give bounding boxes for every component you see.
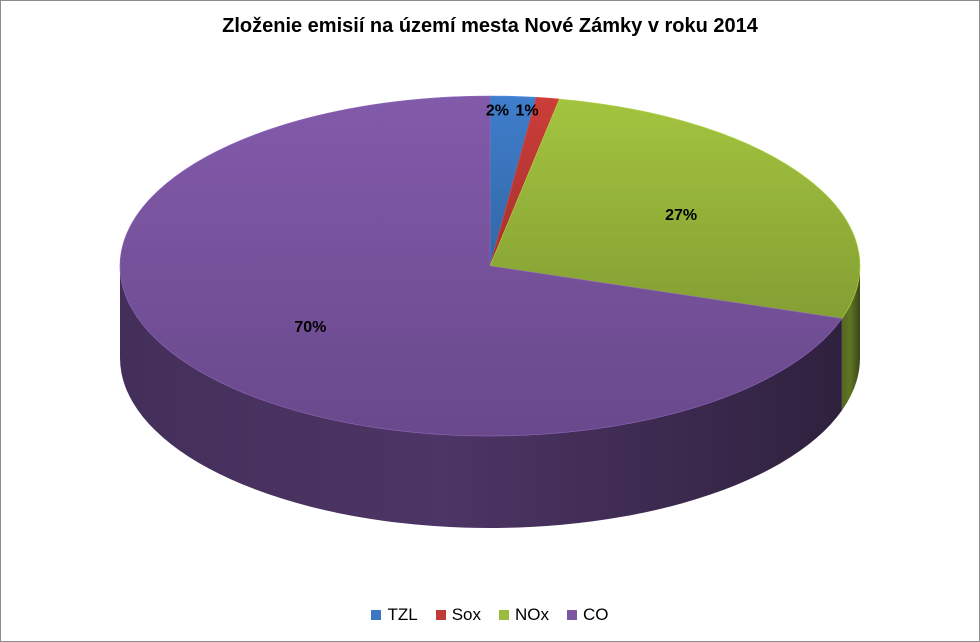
- legend-label-co: CO: [583, 605, 609, 624]
- chart-title: Zloženie emisií na území mesta Nové Zámk…: [222, 15, 758, 37]
- legend-swatch-co: [567, 610, 578, 620]
- legend-swatch-tzl: [371, 610, 382, 620]
- pie-chart: 2% 1% 27% 70%: [119, 95, 861, 528]
- data-label-sox: 1%: [515, 103, 538, 120]
- pie-slice-co: [119, 95, 843, 437]
- pie-side-walls: [120, 266, 860, 528]
- pie-slice-nox: [489, 98, 861, 319]
- legend-item-nox: NOx: [499, 605, 549, 625]
- data-label-tzl: 2%: [486, 103, 509, 120]
- legend-swatch-sox: [435, 610, 446, 620]
- legend-item-tzl: TZL: [371, 605, 418, 625]
- pie-side-nox: [841, 266, 860, 411]
- data-label-nox: 27%: [665, 207, 697, 224]
- legend-label-tzl: TZL: [387, 605, 418, 624]
- pie-side-co: [120, 266, 842, 528]
- legend-swatch-nox: [499, 610, 510, 620]
- legend-label-sox: Sox: [451, 605, 482, 624]
- chart-legend: TZL Sox NOx CO: [1, 605, 979, 625]
- legend-item-co: CO: [567, 605, 609, 625]
- data-label-co: 70%: [294, 319, 326, 336]
- legend-item-sox: Sox: [435, 605, 482, 625]
- legend-label-nox: NOx: [515, 605, 550, 624]
